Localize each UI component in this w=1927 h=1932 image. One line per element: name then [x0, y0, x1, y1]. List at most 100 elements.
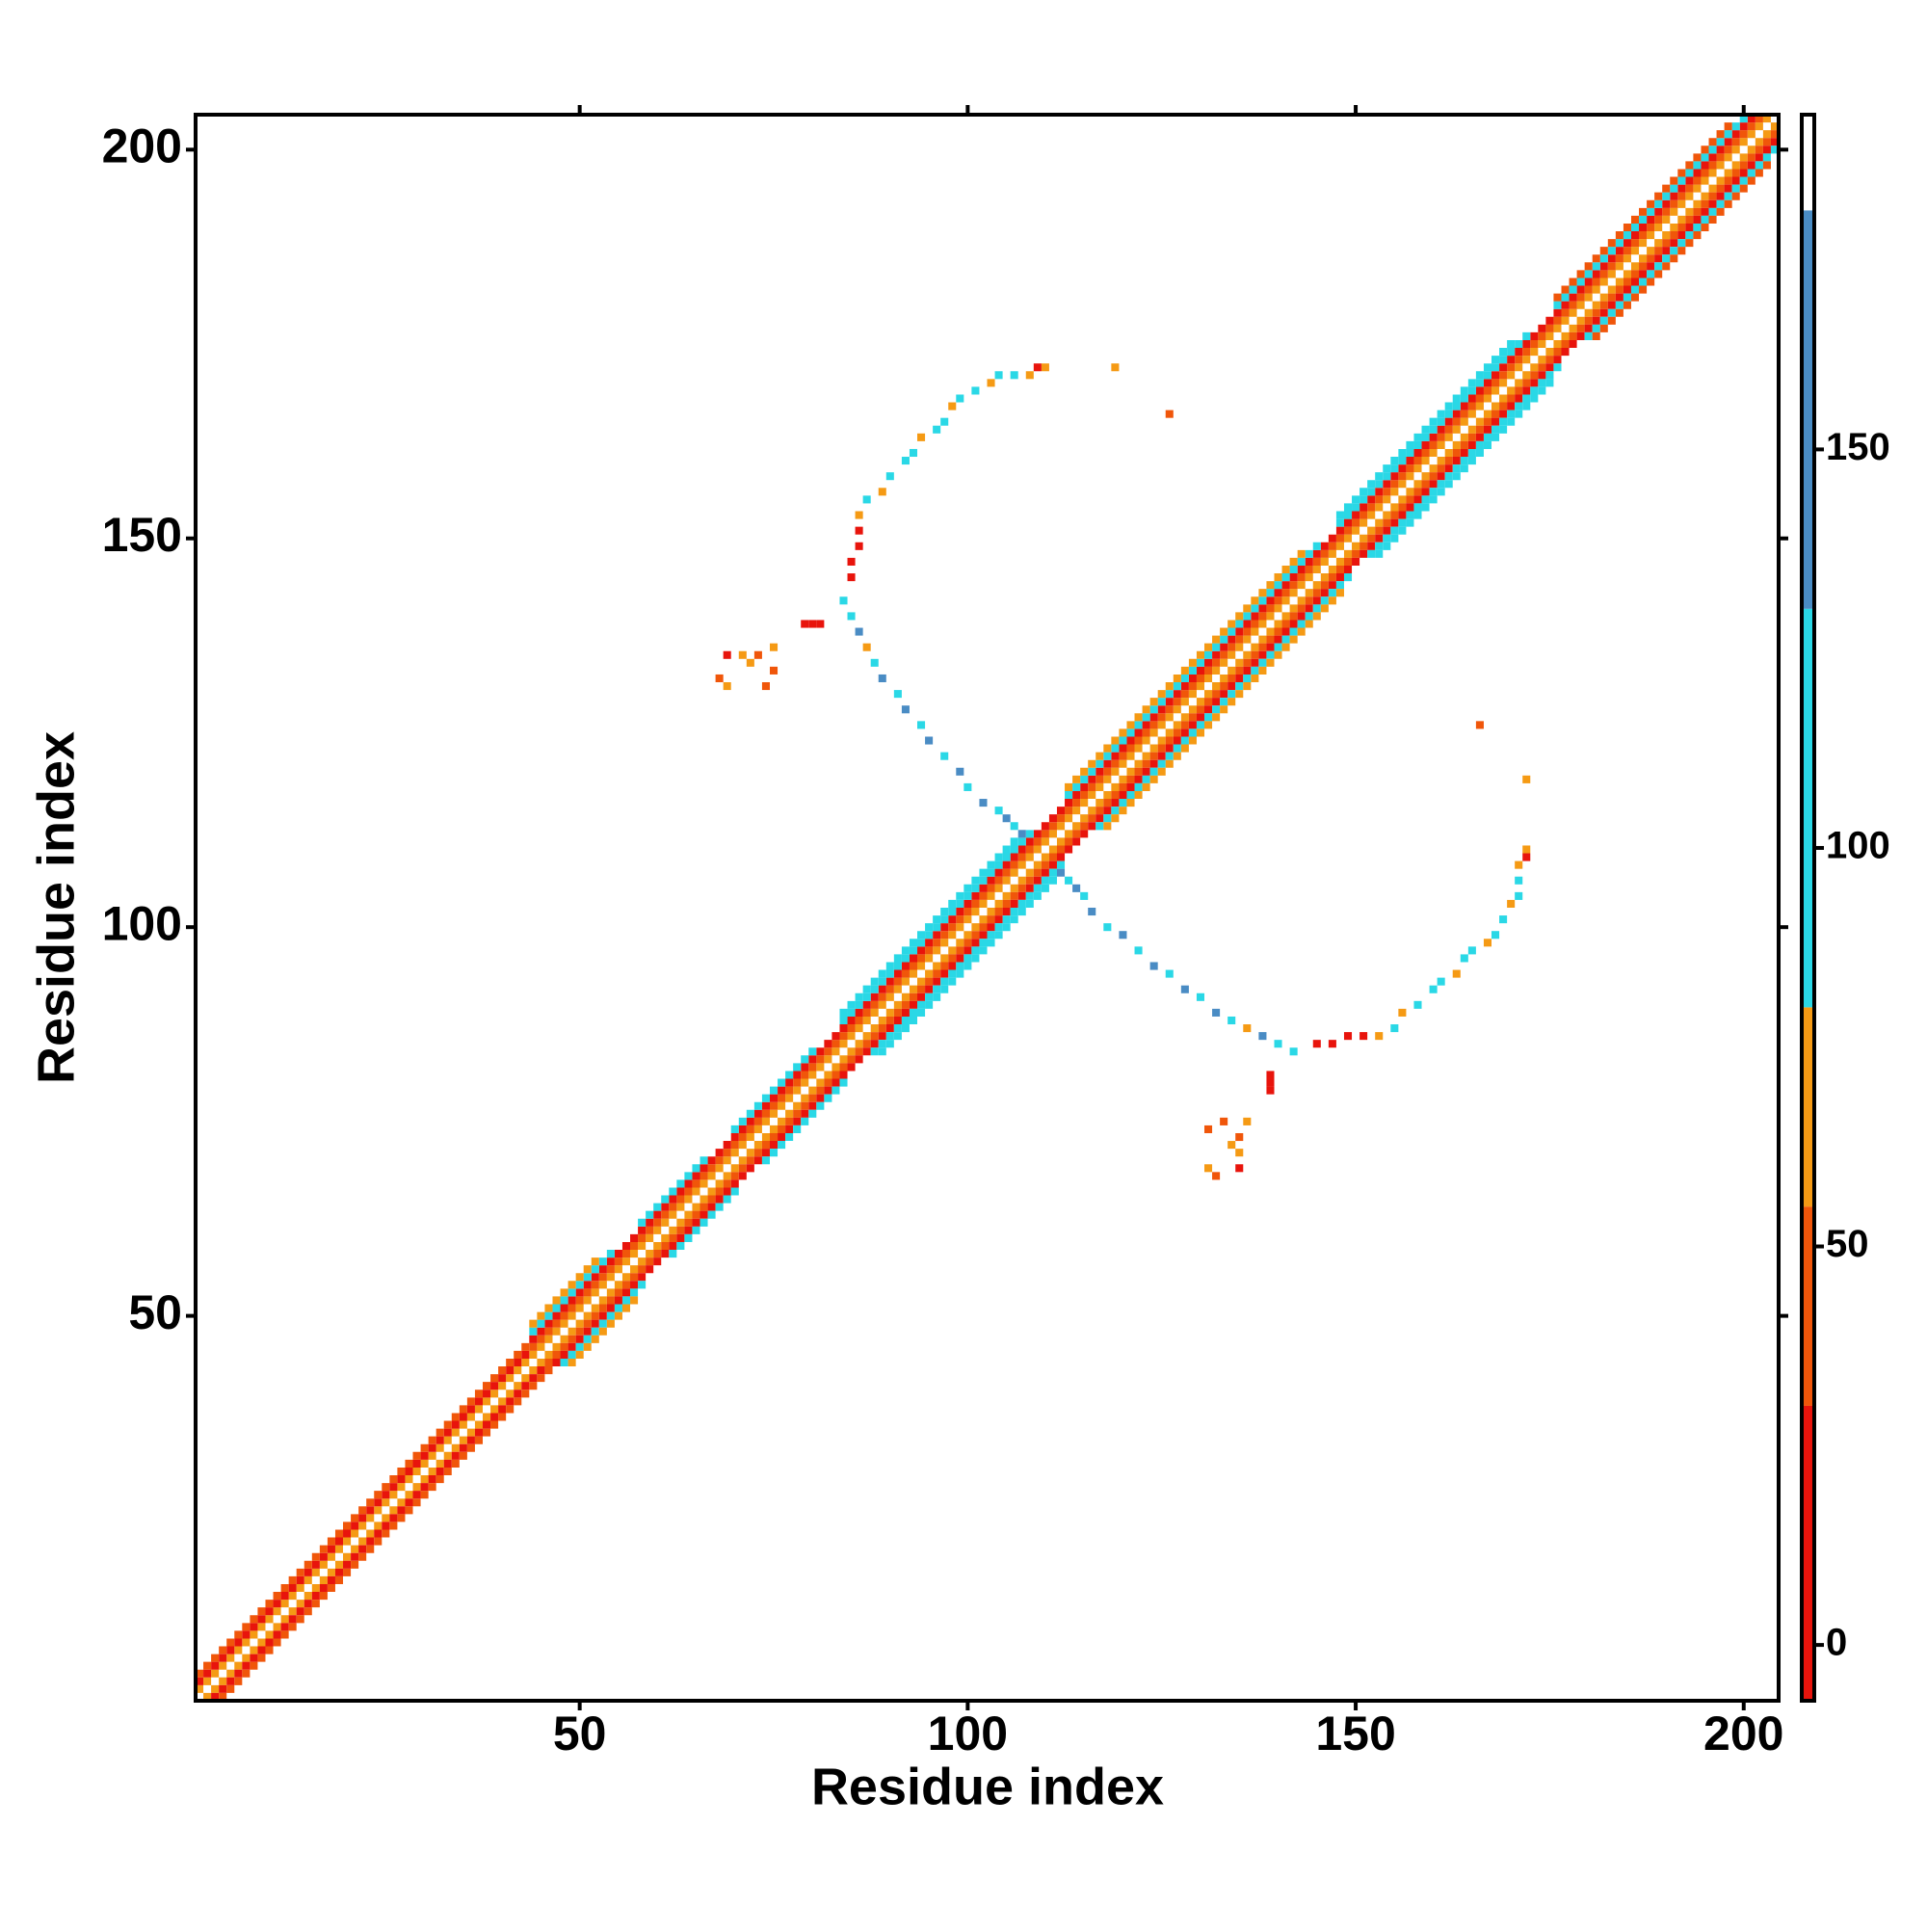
heatmap-cell-mirror	[1080, 891, 1089, 900]
heatmap-cell-mirror	[1390, 1024, 1399, 1033]
heatmap-cell	[723, 682, 731, 691]
heatmap-cell	[862, 643, 871, 651]
x-tick-label: 150	[1315, 1707, 1395, 1760]
heatmap-cell-mirror	[1235, 1149, 1244, 1157]
y-tick-label: 100	[102, 896, 182, 950]
heatmap-band-mirror	[878, 876, 1057, 1056]
heatmap-cell-mirror	[1235, 1164, 1244, 1173]
heatmap-band	[529, 1257, 599, 1328]
heatmap-cell-mirror	[1266, 1086, 1275, 1095]
heatmap-cell	[769, 643, 779, 651]
heatmap-cell	[909, 448, 918, 458]
heatmap-cell-mirror	[1522, 853, 1531, 861]
heatmap-cell	[1010, 822, 1018, 831]
heatmap-cell-mirror	[1467, 946, 1476, 955]
heatmap-cell	[1017, 830, 1026, 838]
colorbar-band	[1802, 115, 1814, 211]
heatmap-cell	[1165, 410, 1174, 418]
heatmap-cell-mirror	[1134, 946, 1143, 955]
heatmap-cell-mirror	[1072, 884, 1081, 892]
heatmap-band-mirror	[219, 1366, 553, 1701]
heatmap-band-mirror	[1103, 589, 1344, 831]
heatmap-cell	[839, 596, 848, 605]
heatmap-band	[1065, 549, 1306, 791]
heatmap-cell-mirror	[1429, 985, 1438, 993]
heatmap-cell	[901, 705, 910, 714]
heatmap-band-mirror	[568, 1296, 639, 1367]
heatmap-cell	[994, 371, 1003, 380]
heatmap-cell-mirror	[1235, 1132, 1244, 1142]
heatmap-cell-mirror	[1227, 1016, 1236, 1025]
heatmap-cell	[933, 425, 941, 434]
heatmap-cell	[979, 799, 988, 807]
heatmap-cell	[940, 752, 949, 760]
heatmap-cell-mirror	[1515, 860, 1523, 869]
heatmap-cell-mirror	[1220, 1117, 1228, 1125]
heatmap-cell-mirror	[1413, 1000, 1422, 1009]
heatmap-cell	[855, 627, 863, 636]
heatmap-cell-mirror	[1437, 977, 1445, 986]
heatmap-cell-mirror	[1266, 1071, 1275, 1079]
heatmap-cell	[847, 573, 856, 582]
heatmap-band-mirror	[211, 1366, 545, 1701]
heatmap-cell-mirror	[1103, 923, 1112, 932]
heatmap-cell	[769, 666, 779, 675]
heatmap-cell-mirror	[1522, 775, 1531, 783]
colorbar-tick-label: 0	[1826, 1622, 1847, 1664]
heatmap-cell	[885, 472, 894, 481]
heatmap-cell	[948, 402, 957, 410]
heatmap-cell-mirror	[1359, 1032, 1368, 1041]
heatmap-cell	[987, 379, 995, 387]
heatmap-cell-mirror	[1056, 868, 1066, 877]
heatmap-band-mirror	[1584, 146, 1779, 340]
heatmap-band	[529, 1250, 615, 1336]
heatmap-band-mirror	[560, 1281, 647, 1367]
heatmap-cell-mirror	[1088, 908, 1096, 916]
heatmap-cell-mirror	[1204, 1164, 1213, 1173]
heatmap-cell-mirror	[1289, 1047, 1298, 1056]
heatmap-cell	[746, 658, 754, 667]
heatmap-cell	[1033, 363, 1042, 372]
heatmap-cell	[893, 690, 902, 699]
heatmap-cell-mirror	[1243, 1117, 1252, 1125]
heatmap-cell	[738, 650, 747, 659]
heatmap-band	[839, 837, 1018, 1017]
colorbar-band	[1802, 210, 1814, 609]
heatmap-cell	[816, 620, 825, 628]
heatmap-cell-mirror	[1204, 1125, 1213, 1133]
heatmap-band	[1335, 331, 1531, 527]
heatmap-cell-mirror	[1483, 939, 1492, 947]
heatmap-cell-mirror	[1212, 1008, 1221, 1017]
heatmap-cell	[878, 488, 886, 496]
heatmap-band-mirror	[1367, 363, 1562, 558]
x-tick-label: 50	[553, 1707, 607, 1760]
heatmap-cell	[801, 620, 809, 628]
heatmap-band-mirror	[544, 130, 1779, 1367]
heatmap-cell	[808, 620, 817, 628]
heatmap-band-mirror	[669, 1187, 739, 1258]
heatmap-cell-mirror	[1274, 1040, 1282, 1048]
heatmap-cell	[917, 433, 926, 441]
colorbar-frame	[1800, 113, 1816, 1703]
colorbar-band	[1802, 1405, 1814, 1701]
heatmap-cell	[715, 674, 724, 683]
heatmap-cell	[994, 807, 1003, 815]
heatmap-cell-mirror	[1227, 1141, 1236, 1150]
heatmap-cell	[901, 457, 910, 465]
heatmap-cell	[855, 511, 863, 519]
heatmap-band	[1065, 542, 1321, 800]
heatmap-cell	[855, 542, 863, 550]
heatmap-cell	[761, 682, 770, 691]
heatmap-cell	[855, 526, 863, 535]
heatmap-cell	[1010, 371, 1018, 380]
heatmap-band	[730, 1047, 817, 1133]
heatmap-band-mirror	[1592, 161, 1771, 340]
heatmap-cell	[956, 394, 964, 403]
heatmap-band	[839, 830, 1034, 1025]
heatmap-cell-mirror	[1196, 992, 1205, 1001]
heatmap-cell-mirror	[1065, 876, 1073, 885]
heatmap-cell-mirror	[1180, 985, 1189, 993]
heatmap-cell-mirror	[1507, 899, 1516, 908]
y-tick-label: 50	[128, 1285, 182, 1339]
heatmap-cell	[753, 650, 762, 659]
